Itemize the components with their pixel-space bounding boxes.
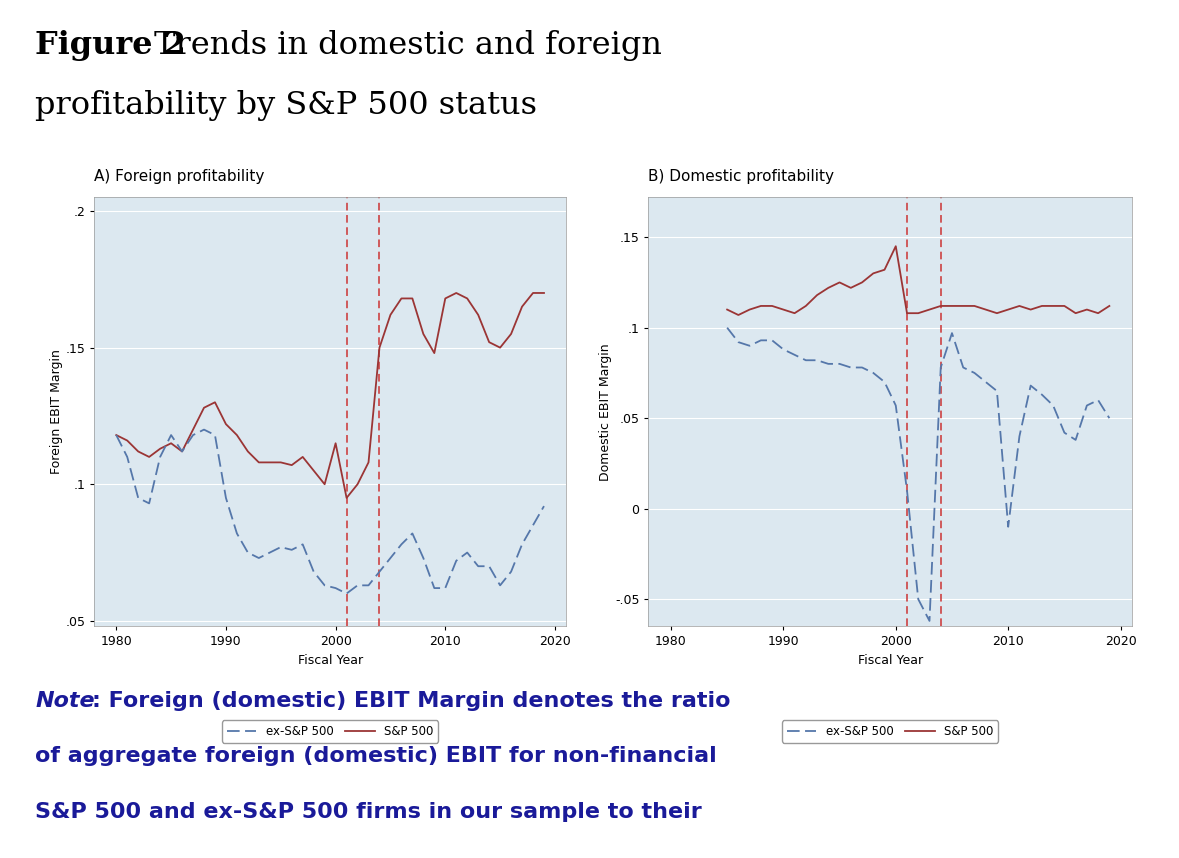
X-axis label: Fiscal Year: Fiscal Year <box>297 654 363 667</box>
Text: of aggregate foreign (domestic) EBIT for non-financial: of aggregate foreign (domestic) EBIT for… <box>35 746 717 766</box>
Text: B) Domestic profitability: B) Domestic profitability <box>648 170 835 184</box>
Text: Note: Note <box>35 691 95 710</box>
X-axis label: Fiscal Year: Fiscal Year <box>857 654 923 667</box>
Text: profitability by S&P 500 status: profitability by S&P 500 status <box>35 90 538 121</box>
Y-axis label: Foreign EBIT Margin: Foreign EBIT Margin <box>50 349 62 474</box>
Text: S&P 500 and ex-S&P 500 firms in our sample to their: S&P 500 and ex-S&P 500 firms in our samp… <box>35 802 703 822</box>
Text: Figure 2: Figure 2 <box>35 30 186 61</box>
Text: A) Foreign profitability: A) Foreign profitability <box>94 170 265 184</box>
Y-axis label: Domestic EBIT Margin: Domestic EBIT Margin <box>599 343 612 480</box>
Legend: ex-S&P 500, S&P 500: ex-S&P 500, S&P 500 <box>782 720 999 743</box>
Text: Trends in domestic and foreign: Trends in domestic and foreign <box>144 30 661 61</box>
Legend: ex-S&P 500, S&P 500: ex-S&P 500, S&P 500 <box>222 720 439 743</box>
Text: : Foreign (domestic) EBIT Margin denotes the ratio: : Foreign (domestic) EBIT Margin denotes… <box>92 691 731 710</box>
